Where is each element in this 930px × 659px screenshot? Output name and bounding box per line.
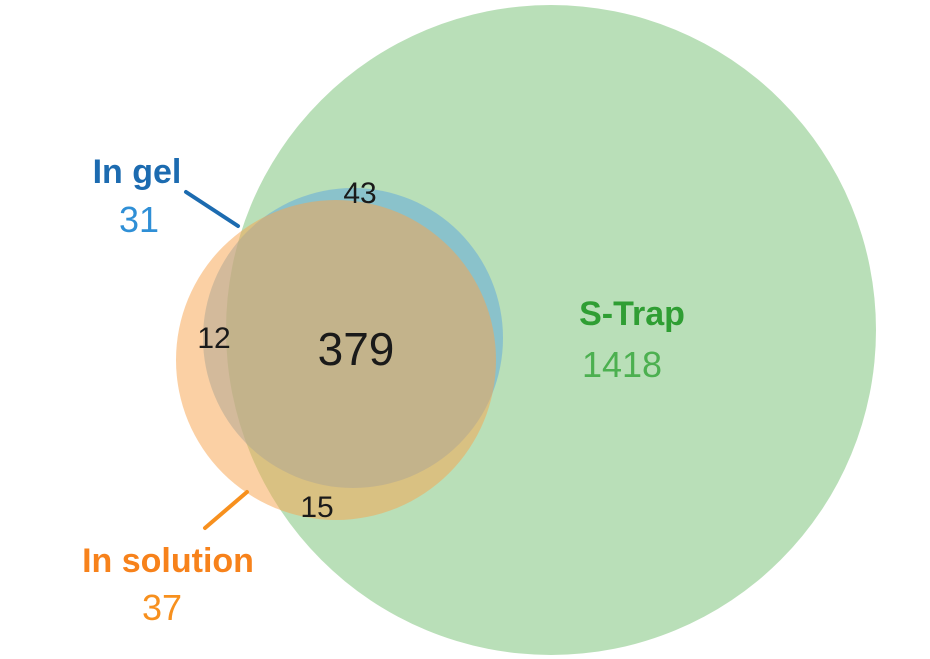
- set-total-s-trap: 1418: [582, 344, 662, 385]
- set-total-in-solution: 37: [142, 587, 182, 628]
- leader-line-in-solution: [203, 490, 249, 530]
- set-total-in-gel: 31: [119, 199, 159, 240]
- region-count-in-solution-s-trap: 15: [300, 491, 333, 524]
- region-count-in-gel-in-solution: 12: [197, 322, 230, 355]
- set-label-in-gel: In gel: [93, 153, 182, 191]
- region-count-in-gel-s-trap: 43: [343, 177, 376, 210]
- set-label-in-solution: In solution: [82, 542, 254, 580]
- set-label-s-trap: S-Trap: [579, 295, 685, 333]
- leader-line-in-gel: [184, 190, 240, 228]
- region-count-triple: 379: [318, 323, 395, 375]
- venn-circle-in-solution: [176, 200, 496, 520]
